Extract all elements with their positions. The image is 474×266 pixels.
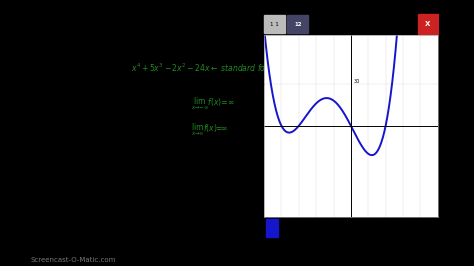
Text: $y = x(x + 3)(x - 2)(x + 4)$: $y = x(x + 3)(x - 2)(x + 4)$: [56, 8, 359, 36]
Text: Let’s graph it and describe some major characteristics.: Let’s graph it and describe some major c…: [35, 80, 361, 93]
Text: t-saved ⊂: t-saved ⊂: [337, 22, 365, 27]
Text: Screencast-O-Matic.com: Screencast-O-Matic.com: [30, 257, 116, 263]
Bar: [418, 14, 438, 34]
Text: $\lim_{x\to\infty} f(x)\!=\!\infty$: $\lim_{x\to\infty} f(x)\!=\!\infty$: [191, 122, 228, 138]
Text: 12: 12: [294, 22, 301, 27]
Text: f1(x)=x·(x+3)·(x-2)·(x+4): f1(x)=x·(x+3)·(x-2)·(x+4): [283, 226, 363, 231]
Text: A.   End Behavior: A. End Behavior: [39, 106, 146, 119]
Text: X: X: [425, 21, 431, 27]
Text: C.   Extrema: C. Extrema: [39, 170, 116, 183]
Text: D.   Domain: D. Domain: [39, 202, 113, 215]
Text: B.   X-intercepts (zeros): B. X-intercepts (zeros): [39, 138, 186, 151]
Bar: [266, 219, 278, 237]
Text: E.   Range: E. Range: [39, 234, 102, 247]
Text: 1 1: 1 1: [270, 22, 279, 27]
Bar: [264, 15, 285, 33]
Text: $x^4+5x^3-2x^2-24x \leftarrow$ standard form: $x^4+5x^3-2x^2-24x \leftarrow$ standard …: [130, 61, 276, 74]
Text: $\lim_{x\to -\infty} f(x)=\infty$: $\lim_{x\to -\infty} f(x)=\infty$: [191, 96, 235, 112]
Text: 30: 30: [354, 79, 360, 84]
Bar: [287, 15, 309, 33]
